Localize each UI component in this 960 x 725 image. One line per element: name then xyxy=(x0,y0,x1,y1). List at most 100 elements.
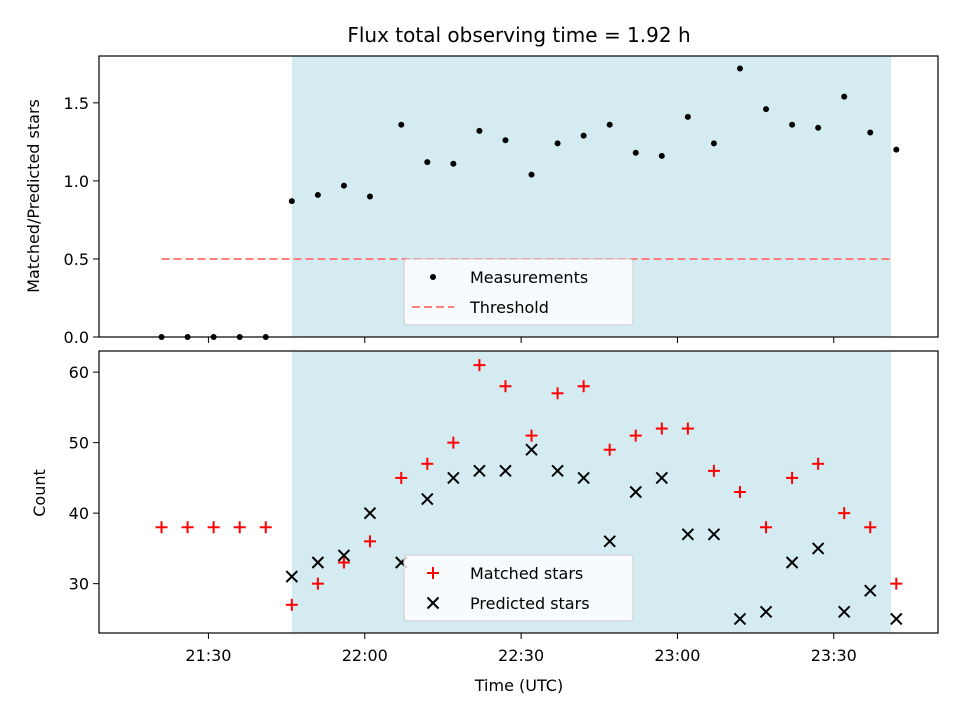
matched-stars-point xyxy=(311,577,324,590)
matched-stars-point xyxy=(395,471,408,484)
x-tick-label: 22:30 xyxy=(498,646,544,665)
measurements-point xyxy=(710,140,717,147)
matched-stars-point xyxy=(525,429,538,442)
predicted-stars-point xyxy=(603,535,616,548)
predicted-stars-point xyxy=(447,471,460,485)
matched-stars-point xyxy=(629,429,642,442)
measurements-point xyxy=(658,152,665,159)
x-tick-label: 23:30 xyxy=(811,646,857,665)
predicted-stars-point xyxy=(759,605,773,619)
matched-stars-point xyxy=(603,443,616,456)
y-tick-label: 0.0 xyxy=(64,328,89,347)
measurements-point xyxy=(632,149,639,156)
legend: Matched stars Predicted stars xyxy=(403,554,634,622)
legend-measurements-label: Measurements xyxy=(470,268,588,287)
predicted-stars-point xyxy=(577,471,590,485)
measurements-point xyxy=(867,129,874,136)
measurements-point xyxy=(450,160,457,167)
matched-stars-point xyxy=(864,521,877,534)
measurements-point xyxy=(841,93,848,100)
predicted-stars-point xyxy=(285,570,299,583)
legend-predicted-stars-label: Predicted stars xyxy=(470,594,590,613)
measurements-point xyxy=(476,127,483,134)
x-tick-label: 21:30 xyxy=(185,646,231,665)
predicted-stars-point xyxy=(733,612,747,626)
measurements-point xyxy=(736,65,743,72)
predicted-stars-point xyxy=(890,612,903,626)
matched-stars-point xyxy=(207,521,220,534)
x-tick-label: 23:00 xyxy=(654,646,700,665)
matched-stars-point xyxy=(760,521,773,534)
matched-stars-point xyxy=(447,436,460,449)
predicted-stars-point xyxy=(337,549,351,562)
y-tick-label: 40 xyxy=(69,504,89,523)
legend-box xyxy=(403,554,634,622)
matched-stars-point xyxy=(681,422,694,435)
x-tick-label: 22:00 xyxy=(342,646,388,665)
top-y-axis-label: Matched/Predicted stars xyxy=(24,99,43,293)
predicted-stars-point xyxy=(655,471,669,485)
matched-stars-point xyxy=(421,457,434,470)
legend-matched-stars-label: Matched stars xyxy=(470,564,583,583)
measurements-point xyxy=(398,121,405,128)
y-tick-label: 0.5 xyxy=(64,250,89,269)
matched-stars-point xyxy=(707,464,720,477)
matched-stars-point xyxy=(181,521,194,534)
chart-title: Flux total observing time = 1.92 h xyxy=(347,23,690,47)
predicted-stars-point xyxy=(837,605,851,619)
measurements-point xyxy=(684,113,691,120)
matched-stars-point xyxy=(363,535,376,548)
predicted-stars-point xyxy=(811,542,825,555)
measurements-point xyxy=(789,121,796,128)
measurements-point xyxy=(366,193,373,200)
bottom-y-axis-label: Count xyxy=(30,469,49,517)
predicted-stars-point xyxy=(311,556,325,569)
bottom-panel: 30 40 50 60 21:30 22:00 22:30 23:00 23:30 Matched… xyxy=(69,350,939,665)
matched-stars-point xyxy=(838,507,851,520)
measurements-point xyxy=(288,198,295,205)
predicted-stars-point xyxy=(629,485,642,499)
y-tick-label: 1.5 xyxy=(64,94,89,113)
predicted-stars-point xyxy=(707,528,721,541)
measurements-point xyxy=(606,121,613,128)
measurements-point xyxy=(528,171,535,178)
predicted-stars-point xyxy=(473,464,486,478)
x-axis-label: Time (UTC) xyxy=(474,676,563,695)
y-tick-label: 50 xyxy=(69,434,89,453)
predicted-stars-point xyxy=(421,492,434,506)
matched-stars-point xyxy=(890,577,903,590)
measurements-point xyxy=(554,140,561,147)
y-tick-label: 30 xyxy=(69,575,89,594)
matched-stars-point xyxy=(337,556,350,569)
matched-stars-point xyxy=(551,387,564,400)
matched-stars-point xyxy=(733,486,746,498)
matched-stars-point xyxy=(655,422,668,435)
top-panel: 0.0 0.5 1.0 1.5 Measurements Threshold xyxy=(64,55,939,347)
legend-measurements-swatch xyxy=(430,274,436,280)
legend-threshold-label: Threshold xyxy=(469,298,549,317)
measurements-point xyxy=(893,146,900,153)
predicted-stars-point xyxy=(525,443,538,456)
axes-frame xyxy=(98,55,939,338)
matched-stars-point xyxy=(786,471,799,484)
matched-stars-point xyxy=(473,359,486,372)
legend-box xyxy=(403,258,634,326)
predicted-stars-point xyxy=(785,556,799,569)
legend-predicted-stars-swatch xyxy=(426,596,440,610)
measurements-point xyxy=(314,191,321,198)
predicted-stars-point xyxy=(681,528,695,541)
measurements-point xyxy=(340,182,347,189)
y-tick-label: 1.0 xyxy=(64,172,89,191)
matched-stars-point xyxy=(233,521,246,534)
matched-stars-point xyxy=(155,521,168,534)
matched-stars-point xyxy=(577,380,590,393)
measurements-point xyxy=(580,132,587,139)
measurements-point xyxy=(502,137,509,144)
matched-stars-point xyxy=(499,380,512,393)
predicted-stars-point xyxy=(363,506,377,520)
predicted-stars-point xyxy=(864,584,877,597)
predicted-stars-point xyxy=(551,464,564,478)
matched-stars-point xyxy=(812,457,825,470)
matched-stars-point xyxy=(259,521,272,534)
measurements-point xyxy=(815,124,822,131)
